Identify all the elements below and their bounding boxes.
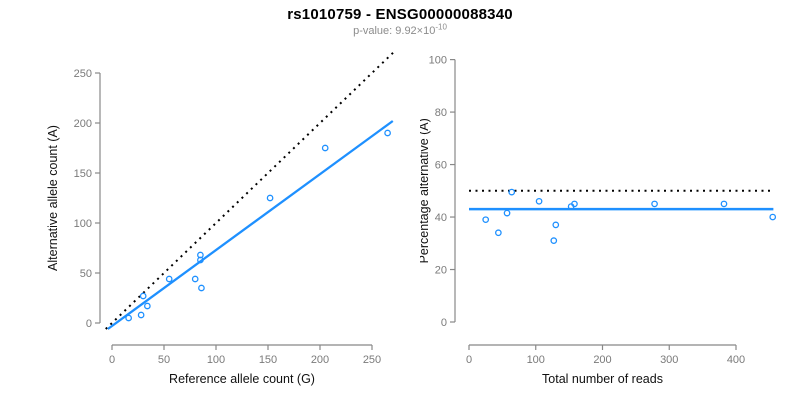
data-point <box>198 284 205 292</box>
x-axis-tick-label: 0 <box>466 354 472 366</box>
y-axis-tick-label: 80 <box>435 107 447 119</box>
x-axis-tick-label: 150 <box>259 354 277 366</box>
data-point <box>144 302 151 310</box>
y-axis-title: Alternative allele count (A) <box>46 125 60 271</box>
y-axis-tick-label: 50 <box>80 268 92 280</box>
data-point <box>266 194 274 202</box>
y-axis-tick-label: 60 <box>435 160 447 172</box>
y-axis-tick-label: 0 <box>441 317 447 329</box>
data-point <box>165 275 173 283</box>
pvalue-text: p-value: 9.92×10 <box>353 25 436 37</box>
data-point <box>571 200 578 208</box>
x-axis-tick-label: 100 <box>207 354 225 366</box>
x-axis-title: Reference allele count (G) <box>169 372 315 386</box>
data-point <box>552 221 560 229</box>
data-point <box>384 129 391 137</box>
data-point <box>139 292 147 300</box>
y-axis-tick-label: 150 <box>74 168 92 180</box>
x-axis-title: Total number of reads <box>542 372 663 386</box>
data-point <box>651 200 658 208</box>
y-axis-tick-label: 100 <box>74 218 92 230</box>
fit-line <box>107 120 394 330</box>
y-axis-tick-label: 200 <box>74 118 92 130</box>
x-axis-tick-label: 250 <box>363 354 381 366</box>
data-point <box>769 213 777 221</box>
data-point <box>125 314 132 322</box>
data-point <box>191 275 199 283</box>
pvalue-exponent: -10 <box>435 22 447 32</box>
data-point <box>495 229 502 237</box>
y-axis-title: Percentage alternative (A) <box>420 118 431 263</box>
y-axis-tick-label: 0 <box>86 318 92 330</box>
right-scatter-plot: 0 20 40 60 80 100 0 100 200 300 400 Total number of… <box>420 55 777 386</box>
data-point <box>137 311 145 319</box>
x-axis-tick-label: 200 <box>593 354 611 366</box>
left-scatter-plot: 0 50 100 150 200 250 0 50 100 150 200 250 Reference … <box>46 51 395 386</box>
data-point <box>197 251 204 259</box>
x-axis-tick-label: 0 <box>109 354 115 366</box>
data-point <box>321 144 329 152</box>
x-axis-tick-label: 300 <box>660 354 678 366</box>
data-point <box>482 216 490 224</box>
data-point <box>720 200 728 208</box>
y-axis-tick-label: 20 <box>435 265 447 277</box>
data-point <box>503 209 511 217</box>
y-axis-tick-label: 100 <box>429 55 447 67</box>
pvalue-subtitle: p-value: 9.92×10-10 <box>0 22 800 37</box>
x-axis-tick-label: 400 <box>727 354 745 366</box>
x-axis-tick-label: 200 <box>311 354 329 366</box>
page-title: rs1010759 - ENSG00000088340 <box>287 6 513 23</box>
x-axis-tick-label: 100 <box>527 354 545 366</box>
identity-line <box>105 51 395 330</box>
y-axis-tick-label: 40 <box>435 212 447 224</box>
x-axis-tick-label: 50 <box>158 354 170 366</box>
data-point <box>508 188 516 196</box>
data-point <box>535 197 543 205</box>
data-point <box>550 237 558 245</box>
y-axis-tick-label: 250 <box>74 68 92 80</box>
